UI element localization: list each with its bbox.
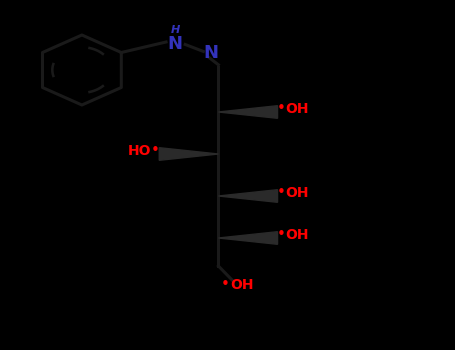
Text: N: N <box>168 35 182 53</box>
Polygon shape <box>218 106 278 118</box>
Text: OH: OH <box>286 102 309 116</box>
Polygon shape <box>159 148 218 160</box>
Text: OH: OH <box>286 228 309 242</box>
Text: •: • <box>277 101 286 116</box>
Text: •: • <box>277 227 286 242</box>
Text: H: H <box>171 26 180 35</box>
Polygon shape <box>218 190 278 202</box>
Text: OH: OH <box>286 186 309 200</box>
Text: HO: HO <box>127 144 151 158</box>
Text: •: • <box>150 143 159 158</box>
Text: N: N <box>203 43 218 62</box>
Polygon shape <box>218 232 278 244</box>
Text: •: • <box>277 185 286 200</box>
Text: •: • <box>221 277 230 292</box>
Text: OH: OH <box>230 278 253 292</box>
